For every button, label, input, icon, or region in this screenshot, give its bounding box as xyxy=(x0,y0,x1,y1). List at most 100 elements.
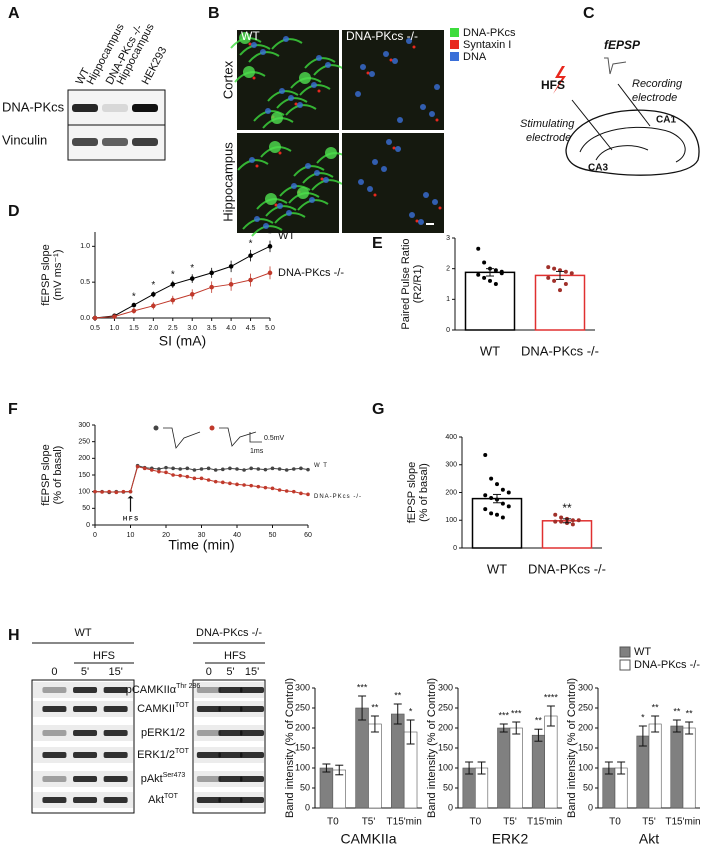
nucleus-stain xyxy=(397,117,403,123)
legend-swatch xyxy=(619,646,631,658)
soma-stain xyxy=(263,223,269,229)
data-point xyxy=(114,490,119,495)
x-tick-label: 4.5 xyxy=(246,325,256,332)
data-point xyxy=(552,266,557,271)
panel-label: H xyxy=(8,627,20,644)
x-axis-label: Time (min) xyxy=(168,537,234,553)
x-tick-label: 60 xyxy=(304,532,312,539)
treatment-label: HFS xyxy=(224,650,246,662)
data-point xyxy=(248,277,253,283)
y-tick-label: 0 xyxy=(305,802,310,812)
protein-label: pAktSer473 xyxy=(141,772,186,785)
soma-stain xyxy=(286,210,292,216)
bar xyxy=(391,713,405,809)
y-tick-label: 250 xyxy=(295,702,310,712)
x-tick-label: WT xyxy=(487,561,507,576)
data-point xyxy=(476,272,481,277)
blot-band xyxy=(196,752,221,758)
blot-group-title: DNA-PKcs -/- xyxy=(196,627,262,639)
bar xyxy=(319,767,334,809)
data-point xyxy=(157,467,161,471)
data-point xyxy=(209,284,214,290)
data-point xyxy=(185,474,190,479)
y-tick-label: 1 xyxy=(446,296,450,303)
blot-band xyxy=(72,138,98,146)
data-point xyxy=(249,466,253,471)
soma-stain xyxy=(271,112,283,124)
electrode-label: Stimulating xyxy=(520,118,575,130)
syntaxin-stain xyxy=(435,118,439,122)
significance: ** xyxy=(371,702,379,712)
y-tick-label: 100 xyxy=(578,762,593,772)
data-point xyxy=(263,467,268,472)
nucleus-stain xyxy=(369,71,375,77)
significance: *** xyxy=(357,682,368,692)
y-axis-label: (% of basal) xyxy=(418,463,430,522)
data-point xyxy=(178,473,182,478)
soma-stain xyxy=(291,183,297,189)
blot-band xyxy=(42,706,67,712)
y-axis-label: Band intensity (% of Control) xyxy=(284,678,296,818)
y-tick-label: 50 xyxy=(443,782,453,792)
data-point xyxy=(150,468,154,472)
y-tick-label: 0 xyxy=(453,545,457,552)
data-point xyxy=(235,482,239,487)
data-point xyxy=(489,511,494,516)
stimulus-label: HFS xyxy=(541,78,565,92)
blot-band xyxy=(72,104,98,112)
data-point xyxy=(248,253,253,258)
x-tick-label: 1.5 xyxy=(129,325,139,332)
x-axis-label: CAMKIIa xyxy=(340,831,396,847)
syntaxin-stain xyxy=(294,102,298,106)
series-label: WT xyxy=(278,230,295,242)
y-tick-label: 150 xyxy=(78,472,90,479)
nucleus-stain xyxy=(360,64,366,70)
lane-label: 5' xyxy=(226,666,234,678)
blot-band xyxy=(103,776,128,782)
x-tick-label: DNA-PKcs -/- xyxy=(528,561,606,576)
series-line xyxy=(94,272,271,319)
syntaxin-stain xyxy=(389,58,393,62)
data-point xyxy=(206,478,211,482)
bar xyxy=(471,497,523,549)
blot-band xyxy=(132,138,158,146)
electrode-label: electrode xyxy=(632,92,677,104)
data-point xyxy=(128,489,133,494)
soma-stain xyxy=(309,197,315,203)
blot-band xyxy=(73,752,98,758)
panel-label: D xyxy=(8,203,20,220)
blot-band xyxy=(218,706,243,712)
data-point xyxy=(500,501,505,506)
blot-band xyxy=(73,706,98,712)
series-line xyxy=(94,245,271,319)
data-point xyxy=(228,282,234,287)
soma-stain xyxy=(323,177,329,183)
blot-band xyxy=(42,797,67,803)
blot-band xyxy=(196,706,221,712)
nucleus-stain xyxy=(383,51,389,57)
data-point xyxy=(170,282,176,287)
soma-stain xyxy=(283,36,289,42)
syntaxin-stain xyxy=(320,177,324,181)
soma-stain xyxy=(311,82,317,88)
panel-label: A xyxy=(8,5,20,22)
hippocampus-diagram xyxy=(553,57,700,176)
protein-label: CAMKIITOT xyxy=(137,702,190,715)
significance: * xyxy=(190,263,194,274)
y-tick-label: 400 xyxy=(445,434,457,441)
x-tick-label: DNA-PKcs -/- xyxy=(521,343,599,358)
data-point xyxy=(570,522,575,527)
data-point xyxy=(242,468,246,472)
soma-stain xyxy=(288,95,294,101)
nucleus-stain xyxy=(418,219,424,225)
data-point xyxy=(178,467,182,471)
data-point xyxy=(157,469,161,474)
electrode-label: electrode xyxy=(526,132,571,144)
blot-band xyxy=(102,104,128,112)
blot-frame xyxy=(31,679,135,814)
x-tick-label: 40 xyxy=(233,532,241,539)
bar xyxy=(544,715,558,809)
nucleus-stain xyxy=(429,111,435,117)
data-point xyxy=(228,466,232,471)
significance: ** xyxy=(562,501,572,515)
